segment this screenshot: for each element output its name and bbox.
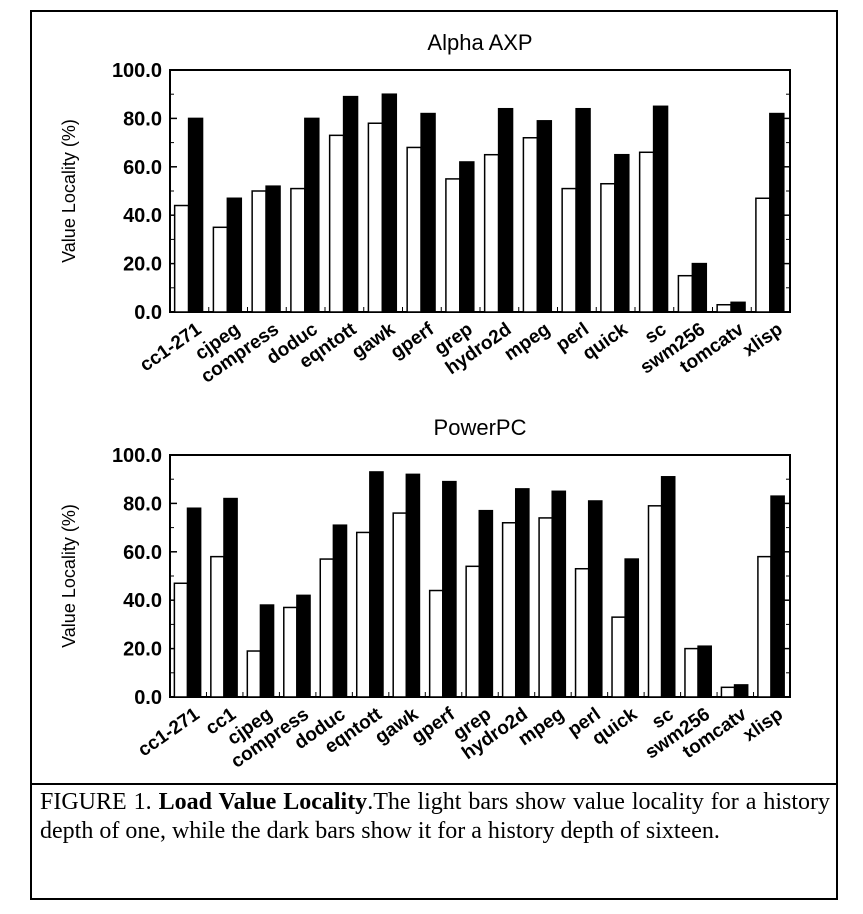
chart2-bar-dark bbox=[442, 480, 457, 698]
chart2-bar-light bbox=[173, 582, 189, 698]
chart2-title: PowerPC bbox=[434, 415, 527, 440]
chart1-y-tick-label: 20.0 bbox=[123, 254, 162, 276]
chart1-bar-light bbox=[677, 274, 694, 313]
chart2-bar-light bbox=[757, 555, 772, 698]
chart1-bar-dark bbox=[536, 120, 553, 313]
chart1-bar-light bbox=[406, 146, 422, 313]
chart2-bar-dark bbox=[259, 604, 275, 698]
chart1-bar-dark bbox=[420, 112, 436, 313]
chart2-bar-dark bbox=[514, 488, 530, 698]
chart2-bar-dark bbox=[697, 645, 712, 698]
chart2-bar-dark bbox=[369, 471, 384, 698]
caption-title: Load Value Locality bbox=[158, 789, 368, 815]
chart2-bar-light bbox=[574, 567, 590, 698]
chart2-bar-dark bbox=[660, 476, 676, 698]
chart1-bar-dark bbox=[691, 262, 708, 313]
chart2-bar-light bbox=[647, 505, 663, 698]
chart2-bar-light bbox=[538, 517, 553, 698]
chart1-bar-dark bbox=[652, 105, 669, 313]
chart2-bar-dark bbox=[624, 558, 640, 698]
chart1-y-tick-label: 80.0 bbox=[123, 108, 162, 130]
chart2-bar-dark bbox=[405, 473, 421, 698]
chart1-bar-dark bbox=[342, 95, 359, 313]
chart2-y-tick-label: 60.0 bbox=[123, 542, 162, 564]
chart1-title: Alpha AXP bbox=[427, 30, 532, 55]
chart1-y-tick-label: 40.0 bbox=[123, 205, 162, 227]
chart1-x-tick-label: gawk bbox=[348, 319, 399, 364]
chart2-y-axis-label: Value Locality (%) bbox=[59, 504, 79, 648]
chart1-y-tick-label: 60.0 bbox=[123, 157, 162, 179]
chart2-bar-light bbox=[611, 616, 626, 698]
chart1-bar-dark bbox=[575, 107, 591, 313]
chart1-x-tick-label: mpeg bbox=[501, 319, 555, 365]
chart1-bar-dark bbox=[187, 117, 204, 313]
chart2-bar-light bbox=[392, 512, 408, 698]
chart2-x-tick-label: xlisp bbox=[740, 704, 788, 746]
chart1-bar-light bbox=[212, 226, 229, 313]
chart2-bar-dark bbox=[587, 500, 603, 698]
caption-label: FIGURE 1. bbox=[40, 789, 152, 815]
chart1-bar-light bbox=[638, 151, 655, 313]
chart1-y-tick-label: 100.0 bbox=[112, 60, 162, 82]
chart1-x-tick-label: xlisp bbox=[739, 319, 787, 361]
chart2-bar-light bbox=[210, 555, 225, 698]
chart1-bar-light bbox=[251, 190, 267, 313]
chart1-bar-dark bbox=[226, 197, 243, 313]
chart2-bar-light bbox=[355, 531, 371, 698]
chart1-bar-dark bbox=[265, 185, 281, 313]
chart1-y-tick-label: 0.0 bbox=[134, 302, 162, 324]
chart2-y-tick-label: 0.0 bbox=[134, 687, 162, 709]
chart1-bar-dark bbox=[381, 93, 398, 313]
chart1-bar-dark bbox=[730, 301, 746, 313]
chart2-bar-dark bbox=[332, 524, 348, 698]
chart2-x-tick-label: cc1-271 bbox=[134, 704, 204, 761]
caption-divider bbox=[30, 783, 838, 785]
chart1-bar-light bbox=[561, 187, 577, 313]
chart2-bar-light bbox=[246, 650, 262, 698]
chart2-bar-dark bbox=[296, 594, 311, 698]
chart1-x-tick-label: gperf bbox=[387, 319, 439, 364]
chart1-bar-light bbox=[522, 137, 539, 313]
chart1-bar-light bbox=[755, 197, 771, 313]
chart1-bar-dark bbox=[769, 112, 785, 313]
chart2-bar-light bbox=[684, 647, 699, 698]
chart2-bar-dark bbox=[733, 684, 749, 698]
chart2-bar-dark bbox=[770, 495, 785, 698]
chart1-x-tick-label: quick bbox=[579, 319, 632, 365]
chart2-bar-dark bbox=[478, 509, 494, 698]
figure-frame bbox=[30, 10, 838, 900]
chart1-bar-light bbox=[483, 153, 500, 313]
chart2-y-tick-label: 40.0 bbox=[123, 590, 162, 612]
chart1-bar-dark bbox=[497, 107, 514, 313]
chart2-bar-light bbox=[501, 522, 517, 698]
chart2-bar-light bbox=[283, 606, 298, 698]
chart1-bar-light bbox=[600, 182, 616, 313]
chart1-bar-light bbox=[328, 134, 345, 313]
chart1-y-axis-label: Value Locality (%) bbox=[59, 119, 79, 263]
chart1-bar-light bbox=[716, 303, 732, 313]
chart1-bar-dark bbox=[614, 153, 630, 313]
chart2-bar-light bbox=[720, 686, 736, 698]
chart2-y-tick-label: 20.0 bbox=[123, 639, 162, 661]
chart2-y-tick-label: 100.0 bbox=[112, 445, 162, 467]
chart2-bar-light bbox=[319, 558, 335, 698]
chart1-bar-dark bbox=[459, 161, 475, 313]
caption-text: .The light bars show value locality for … bbox=[40, 789, 830, 844]
chart2-bar-light bbox=[428, 589, 444, 698]
chart2-y-tick-label: 80.0 bbox=[123, 493, 162, 515]
chart1-bar-light bbox=[290, 187, 306, 313]
chart1-bar-light bbox=[445, 178, 461, 313]
chart1-bar-light bbox=[367, 122, 384, 313]
chart2-bar-dark bbox=[223, 497, 238, 698]
chart2-bar-dark bbox=[551, 490, 567, 698]
chart1-bar-light bbox=[173, 204, 190, 313]
figure-caption: FIGURE 1. Load Value Locality.The light … bbox=[40, 788, 830, 846]
chart2-bar-dark bbox=[186, 507, 202, 698]
chart1-bar-dark bbox=[304, 117, 320, 313]
chart2-bar-light bbox=[465, 565, 481, 698]
